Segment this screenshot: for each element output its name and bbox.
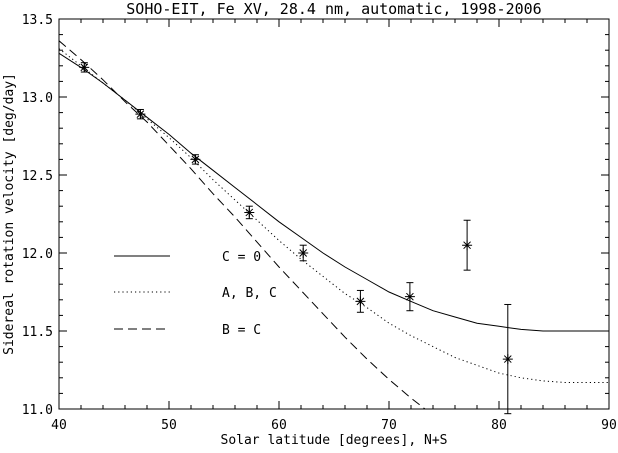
legend-label: A, B, C <box>222 286 277 301</box>
plot-frame <box>58 18 610 410</box>
data-point <box>404 282 415 312</box>
asterisk-marker <box>355 296 366 307</box>
y-tick-label: 11.0 <box>22 403 53 418</box>
x-tick-label: 60 <box>271 418 287 433</box>
y-tick-label: 12.5 <box>22 169 53 184</box>
axis-ticks <box>58 18 610 410</box>
data-point <box>462 219 473 271</box>
asterisk-marker <box>462 240 473 251</box>
y-tick-label: 12.0 <box>22 247 53 262</box>
asterisk-marker <box>502 354 513 365</box>
y-axis-label: Sidereal rotation velocity [deg/day] <box>2 73 17 355</box>
data-point <box>79 62 90 73</box>
asterisk-marker <box>135 109 146 120</box>
chart-title: SOHO-EIT, Fe XV, 28.4 nm, automatic, 199… <box>126 0 541 18</box>
x-tick-labels: 40 50 60 70 80 90 <box>51 418 617 433</box>
legend-label: C = 0 <box>222 250 261 265</box>
data-point <box>355 289 366 313</box>
y-tick-label: 13.0 <box>22 91 53 106</box>
asterisk-marker <box>190 154 201 165</box>
data-point <box>298 244 309 262</box>
model-curves <box>59 40 609 409</box>
y-tick-label: 13.5 <box>22 13 53 28</box>
x-tick-label: 40 <box>51 418 67 433</box>
x-tick-label: 70 <box>381 418 397 433</box>
y-tick-labels: 11.0 11.5 12.0 12.5 13.0 13.5 <box>22 13 53 418</box>
data-point <box>502 303 513 415</box>
asterisk-marker <box>298 248 309 258</box>
asterisk-marker <box>404 291 415 302</box>
curve-dashed <box>59 40 426 409</box>
y-tick-label: 11.5 <box>22 325 53 340</box>
data-points <box>79 62 513 415</box>
curve-dotted <box>59 48 609 383</box>
data-point <box>190 154 201 165</box>
data-point <box>135 108 146 120</box>
x-axis-label: Solar latitude [degrees], N+S <box>221 433 448 448</box>
legend-label: B = C <box>222 323 261 338</box>
x-tick-label: 90 <box>601 418 617 433</box>
curve-solid <box>59 52 609 332</box>
x-tick-label: 80 <box>491 418 507 433</box>
x-tick-label: 50 <box>161 418 177 433</box>
legend: C = 0 A, B, C B = C <box>114 250 277 338</box>
asterisk-marker <box>244 207 255 218</box>
asterisk-marker <box>79 62 90 73</box>
data-point <box>244 205 255 220</box>
